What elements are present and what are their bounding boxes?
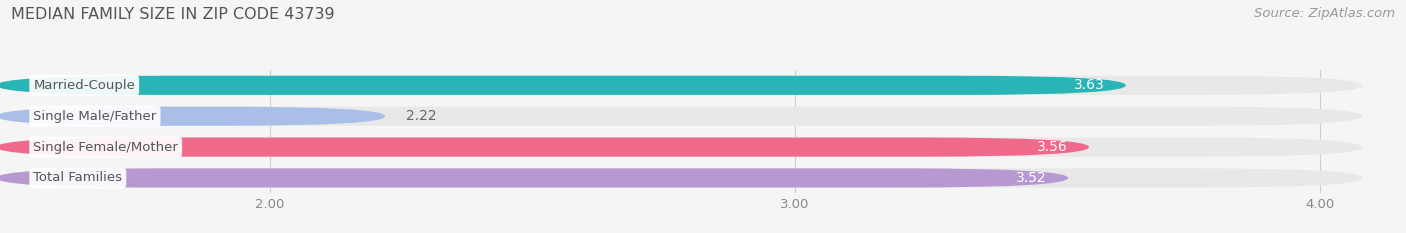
FancyBboxPatch shape	[0, 107, 1362, 126]
Text: MEDIAN FAMILY SIZE IN ZIP CODE 43739: MEDIAN FAMILY SIZE IN ZIP CODE 43739	[11, 7, 335, 22]
Text: Source: ZipAtlas.com: Source: ZipAtlas.com	[1254, 7, 1395, 20]
Text: Married-Couple: Married-Couple	[34, 79, 135, 92]
FancyBboxPatch shape	[0, 76, 1126, 95]
FancyBboxPatch shape	[0, 168, 1362, 188]
FancyBboxPatch shape	[0, 137, 1090, 157]
FancyBboxPatch shape	[0, 76, 1362, 95]
Text: Single Male/Father: Single Male/Father	[34, 110, 156, 123]
Text: 3.63: 3.63	[1074, 78, 1105, 92]
FancyBboxPatch shape	[0, 137, 1362, 157]
Text: Total Families: Total Families	[34, 171, 122, 185]
FancyBboxPatch shape	[0, 168, 1069, 188]
FancyBboxPatch shape	[0, 107, 385, 126]
Text: 2.22: 2.22	[406, 109, 437, 123]
Text: 3.56: 3.56	[1038, 140, 1069, 154]
Text: 3.52: 3.52	[1017, 171, 1047, 185]
Text: Single Female/Mother: Single Female/Mother	[34, 140, 179, 154]
